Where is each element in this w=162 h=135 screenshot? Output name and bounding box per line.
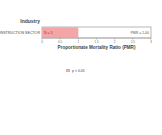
x-axis-label: Proportionate Mortality Ratio (PMR) [58, 45, 136, 50]
x-tick-label: 2 [114, 40, 116, 44]
legend-swatch [66, 69, 70, 72]
data-label: PMR = 1.00 [130, 31, 149, 35]
x-axis [42, 38, 151, 39]
annotation: N = 3 [44, 31, 53, 35]
axis-title: Industry [20, 18, 40, 24]
bars [42, 27, 78, 37]
x-tick-label: 1 [77, 40, 79, 44]
bar [42, 27, 78, 37]
x-tick-label: 2.5 [131, 40, 136, 44]
x-tick-label: 3 [150, 40, 152, 44]
chart: Industry PMR = 1.00 N = 3 CONSTRUCTION SECT… [0, 0, 162, 135]
x-tick-label: 0.5 [58, 40, 63, 44]
category-label: CONSTRUCTION SECTOR [0, 31, 40, 35]
chart-svg: Industry PMR = 1.00 N = 3 CONSTRUCTION SECT… [0, 0, 162, 135]
plot-frame [42, 27, 151, 38]
legend-label: p > 0.05 [72, 69, 85, 73]
x-tick-label: 0 [41, 40, 43, 44]
x-tick-label: 1.5 [94, 40, 99, 44]
